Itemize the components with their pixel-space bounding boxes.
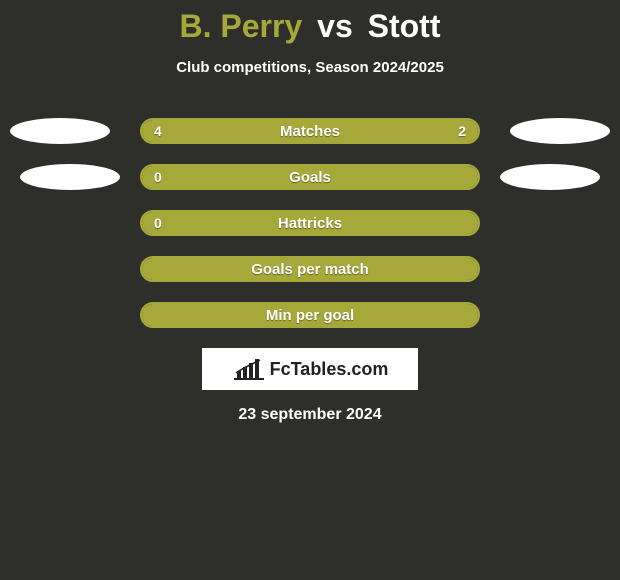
player1-avatar-icon [20, 164, 120, 190]
fill-left [142, 120, 365, 142]
stat-row: Goals per match [0, 256, 620, 282]
fill-left [142, 258, 478, 280]
stat-bar: Min per goal [140, 302, 480, 328]
player2-name: Stott [368, 8, 441, 44]
fill-left [142, 166, 478, 188]
player2-avatar-icon [510, 118, 610, 144]
vs-text: vs [317, 8, 353, 44]
stat-bar: Matches42 [140, 118, 480, 144]
player2-avatar-icon [500, 164, 600, 190]
stat-bar: Goals per match [140, 256, 480, 282]
stat-row: Hattricks0 [0, 210, 620, 236]
comparison-title: B. Perry vs Stott [0, 0, 620, 45]
stat-row: Matches42 [0, 118, 620, 144]
subtitle: Club competitions, Season 2024/2025 [0, 59, 620, 76]
stat-row: Goals0 [0, 164, 620, 190]
stats-rows: Matches42 Goals0 Hattricks0 Goals per match… [0, 118, 620, 328]
logo-box: FcTables.com [202, 348, 418, 390]
snapshot-date: 23 september 2024 [0, 406, 620, 424]
logo-bars-icon [232, 357, 266, 381]
fill-left [142, 212, 478, 234]
fill-right [365, 120, 478, 142]
player1-avatar-icon [10, 118, 110, 144]
logo-text: FcTables.com [270, 359, 389, 380]
stat-row: Min per goal [0, 302, 620, 328]
fill-left [142, 304, 478, 326]
player1-name: B. Perry [180, 8, 303, 44]
stat-bar: Hattricks0 [140, 210, 480, 236]
stat-bar: Goals0 [140, 164, 480, 190]
